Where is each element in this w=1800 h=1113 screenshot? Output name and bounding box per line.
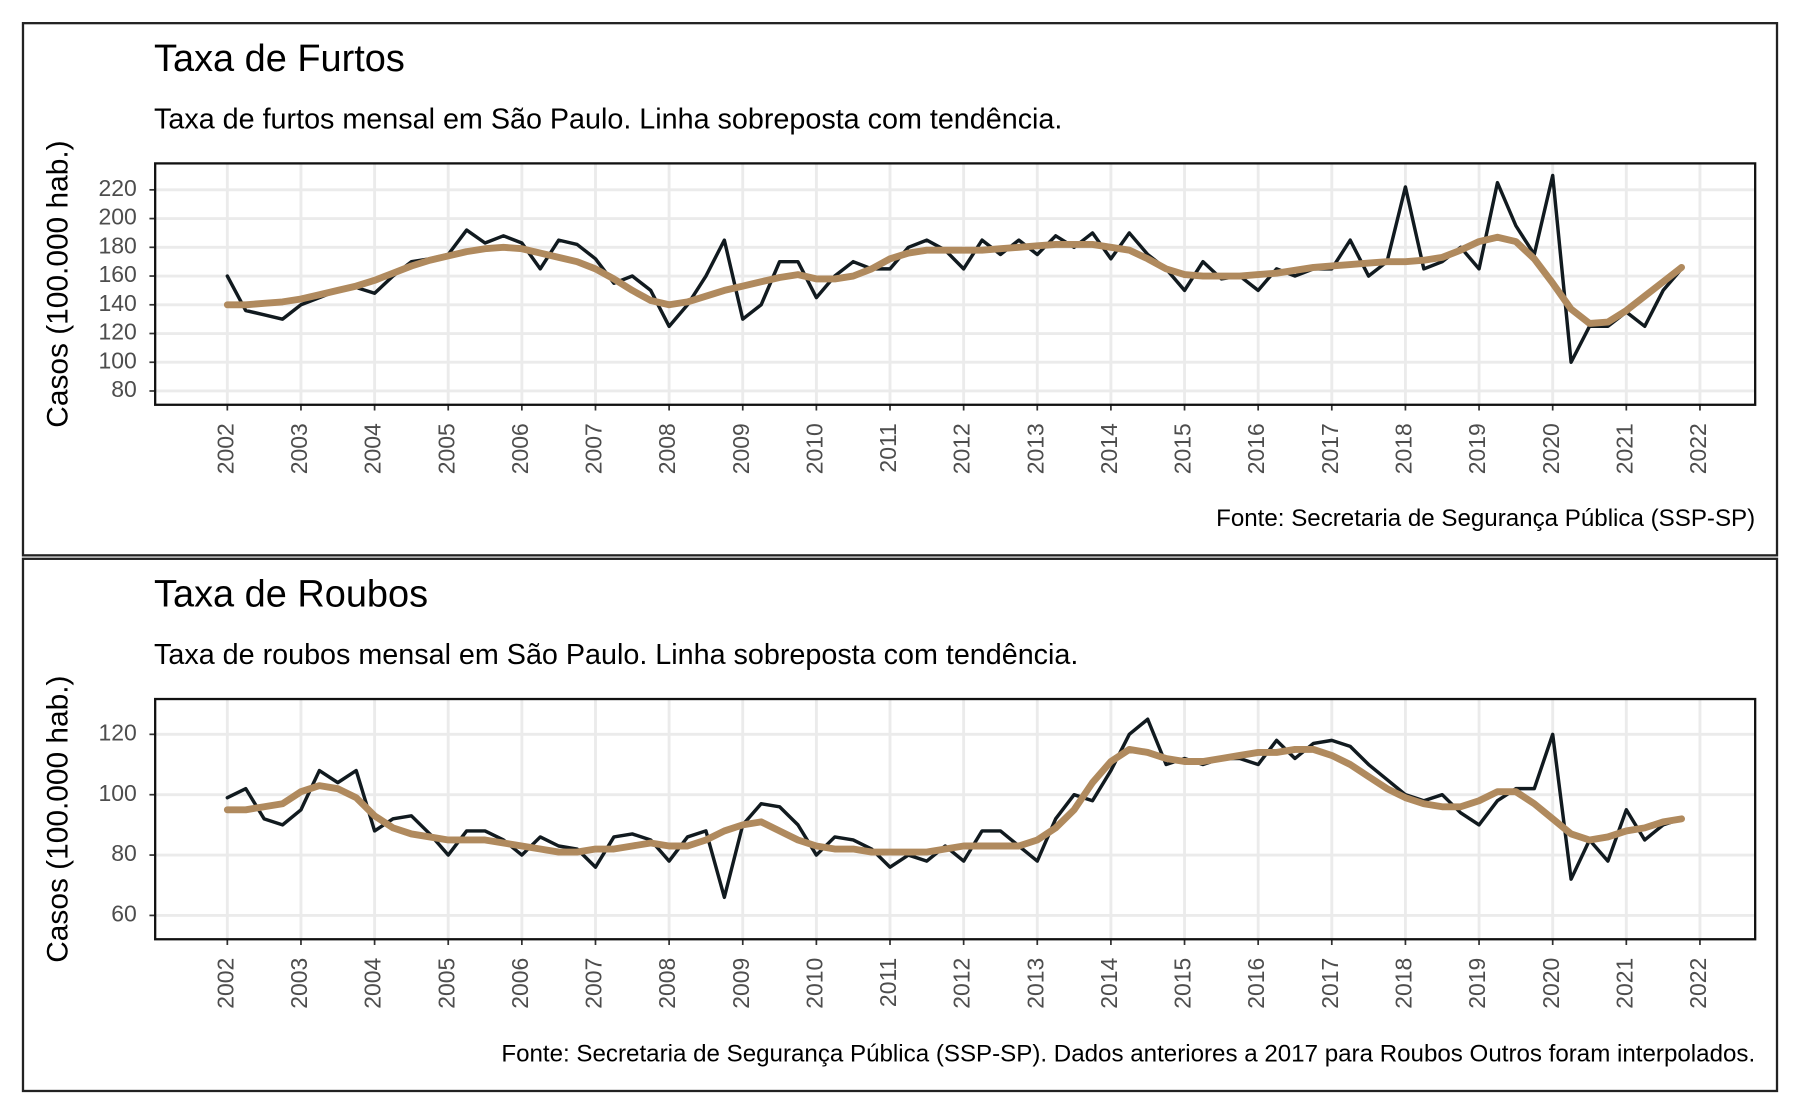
chart-title: Taxa de Furtos [154, 38, 405, 80]
x-tick-label: 2016 [1243, 958, 1269, 1009]
x-tick-label: 2014 [1096, 957, 1122, 1008]
series-line [225, 717, 1684, 900]
y-axis-label: Casos (100.000 hab.) [42, 140, 75, 427]
caption: Fonte: Secretaria de Segurança Pública (… [1216, 505, 1755, 532]
y-tick-label: 200 [98, 204, 136, 230]
x-tick-label: 2009 [728, 958, 754, 1009]
x-tick-label: 2007 [581, 423, 607, 474]
x-tick-label: 2015 [1170, 423, 1196, 474]
x-tick-label: 2006 [507, 958, 533, 1009]
x-tick-label: 2019 [1464, 423, 1490, 474]
y-tick-label: 220 [98, 175, 136, 201]
panel-border [21, 557, 1779, 1093]
x-tick-label: 2009 [728, 423, 754, 474]
x-tick-label: 2007 [581, 958, 607, 1009]
x-tick-label: 2010 [801, 423, 827, 474]
x-tick-label: 2004 [360, 423, 386, 474]
chart-title: Taxa de Roubos [154, 574, 428, 616]
x-tick-label: 2008 [654, 423, 680, 474]
caption: Fonte: Secretaria de Segurança Pública (… [501, 1041, 1755, 1068]
y-tick-label: 120 [98, 319, 136, 345]
y-tick-label: 60 [111, 900, 137, 926]
x-tick-label: 2011 [875, 423, 901, 472]
x-tick-label: 2003 [286, 423, 312, 474]
x-tick-label: 2017 [1317, 958, 1343, 1009]
series-line [223, 233, 1685, 327]
x-tick-label: 2012 [949, 958, 975, 1009]
y-tick-label: 100 [98, 347, 136, 373]
plot-border [154, 697, 1757, 941]
x-tick-label: 2003 [286, 958, 312, 1009]
x-tick-label: 2008 [654, 958, 680, 1009]
x-tick-label: 2013 [1022, 958, 1048, 1009]
y-tick-label: 180 [98, 232, 136, 258]
x-tick-label: 2005 [433, 423, 459, 474]
x-tick-label: 2004 [360, 957, 386, 1008]
x-tick-label: 2022 [1685, 423, 1711, 474]
x-tick-label: 2020 [1538, 423, 1564, 474]
x-tick-label: 2017 [1317, 423, 1343, 474]
x-tick-label: 2015 [1170, 958, 1196, 1009]
y-tick-label: 120 [98, 719, 136, 745]
x-tick-label: 2012 [949, 423, 975, 474]
x-tick-label: 2022 [1685, 958, 1711, 1009]
y-tick-label: 140 [98, 290, 136, 316]
chart-subtitle: Taxa de furtos mensal em São Paulo. Linh… [154, 103, 1062, 135]
x-tick-label: 2005 [433, 958, 459, 1009]
y-tick-label: 100 [98, 780, 136, 806]
series-line [225, 173, 1684, 364]
x-tick-label: 2016 [1243, 423, 1269, 474]
x-tick-label: 2011 [875, 958, 901, 1007]
x-tick-label: 2014 [1096, 423, 1122, 474]
x-tick-label: 2018 [1391, 423, 1417, 474]
x-tick-label: 2013 [1022, 423, 1048, 474]
y-tick-label: 80 [111, 840, 137, 866]
x-tick-label: 2002 [212, 958, 238, 1009]
y-axis-label: Casos (100.000 hab.) [42, 675, 75, 962]
x-tick-label: 2020 [1538, 958, 1564, 1009]
x-tick-label: 2002 [212, 423, 238, 474]
series-line [223, 745, 1685, 856]
x-tick-label: 2021 [1611, 423, 1637, 474]
x-tick-label: 2010 [801, 958, 827, 1009]
x-tick-label: 2019 [1464, 958, 1490, 1009]
panel-border [21, 22, 1779, 557]
x-tick-label: 2021 [1611, 958, 1637, 1009]
chart-subtitle: Taxa de roubos mensal em São Paulo. Linh… [154, 639, 1078, 671]
x-tick-label: 2006 [507, 423, 533, 474]
y-tick-label: 160 [98, 261, 136, 287]
x-tick-label: 2018 [1391, 958, 1417, 1009]
plot-border [154, 162, 1757, 406]
y-tick-label: 80 [111, 376, 137, 402]
